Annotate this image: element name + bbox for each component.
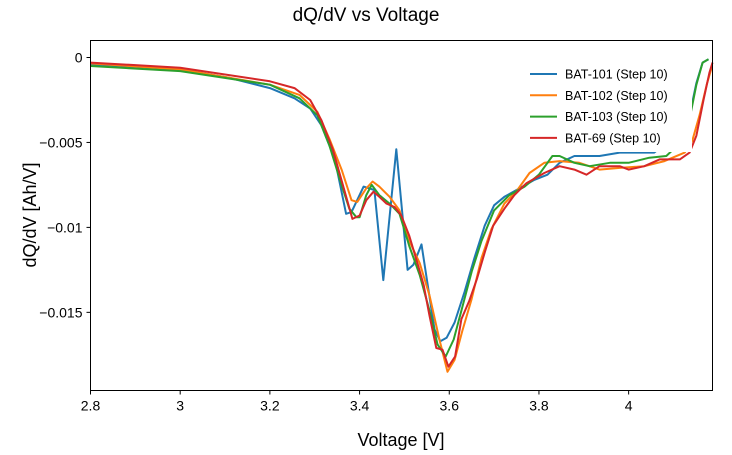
series-line-4: [90, 61, 714, 368]
x-tick-label: 3.8: [529, 398, 549, 414]
x-axis-label: Voltage [V]: [357, 430, 444, 450]
y-axis-label: dQ/dV [Ah/V]: [20, 162, 40, 267]
x-tick-label: 4: [625, 398, 633, 414]
y-axis: 0 −0.005 −0.01 −0.015: [39, 49, 91, 320]
x-tick-label: 3.6: [440, 398, 460, 414]
x-tick-label: 3: [176, 398, 184, 414]
chart-title: dQ/dV vs Voltage: [293, 5, 440, 26]
legend-label: BAT-101 (Step 10): [565, 68, 668, 82]
legend-label: BAT-103 (Step 10): [565, 110, 668, 124]
x-tick-label: 3.4: [350, 398, 370, 414]
legend-label: BAT-69 (Step 10): [565, 131, 661, 145]
x-tick-label: 3.2: [260, 398, 280, 414]
y-tick-label: −0.01: [47, 219, 83, 235]
legend-label: BAT-102 (Step 10): [565, 89, 668, 103]
series-line-2: [90, 62, 713, 373]
y-tick-label: −0.015: [39, 304, 82, 320]
plot-frame: [90, 40, 713, 391]
x-axis: 2.8 3 3.2 3.4 3.6 3.8 4: [81, 390, 633, 414]
y-tick-label: −0.005: [39, 134, 82, 150]
x-tick-label: 2.8: [81, 398, 101, 414]
y-tick-label: 0: [75, 49, 83, 65]
legend: BAT-101 (Step 10) BAT-102 (Step 10) BAT-10…: [520, 62, 692, 152]
series-lines: [90, 58, 714, 373]
